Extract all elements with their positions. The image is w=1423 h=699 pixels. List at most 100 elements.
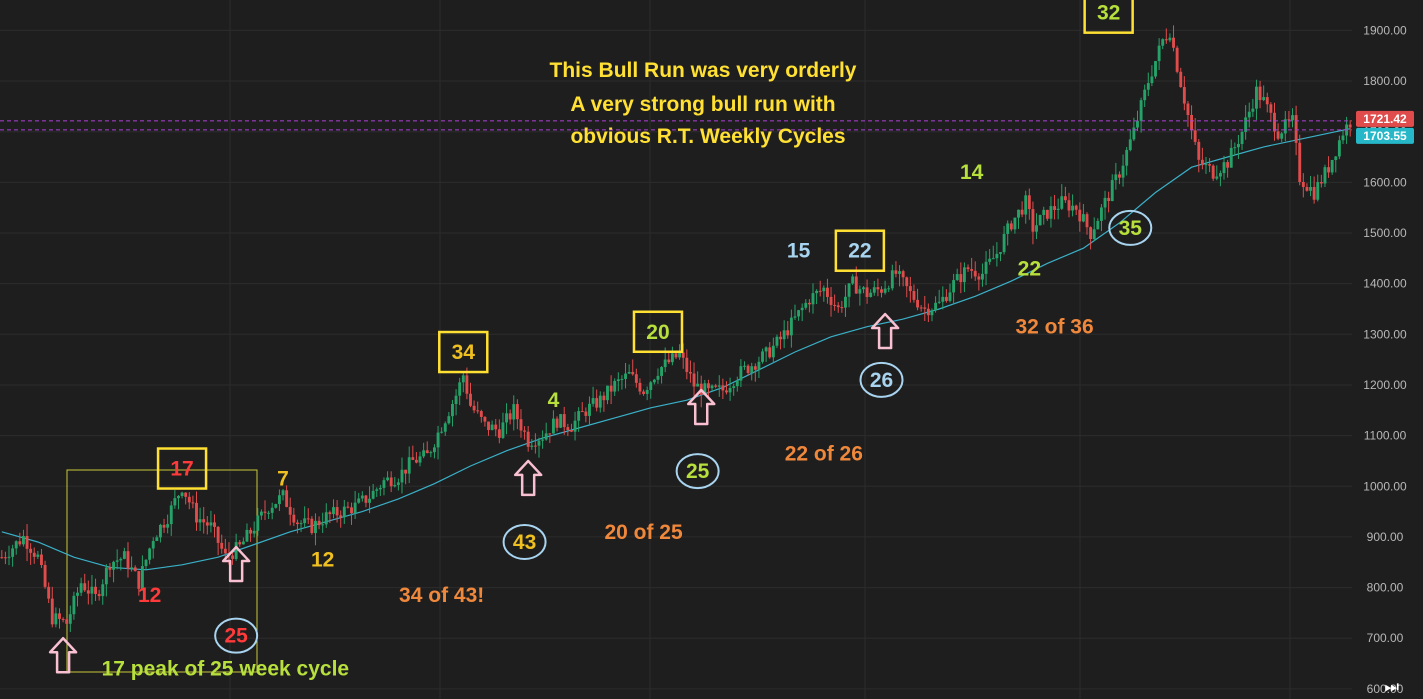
candle-body [310,518,314,534]
candle-body [555,418,559,428]
candle-body [418,456,422,463]
candle-body [523,430,527,432]
arrow-17 [48,636,78,674]
candle-body [1287,119,1291,121]
candle-body [137,571,141,589]
candle-body [97,593,101,597]
candle-body [800,307,804,311]
candle-body [930,310,934,316]
candle-body [1096,220,1100,230]
candle-body [1150,76,1154,84]
candle-body [562,414,566,428]
candle-body [1035,225,1038,232]
candle-body [577,411,581,421]
y-tick-label: 1000.00 [1363,479,1407,493]
candle-body [1244,117,1248,132]
candle-body [205,522,209,526]
candle-body [234,542,238,559]
candle-body [1085,214,1089,228]
y-tick-label: 1800.00 [1363,74,1407,88]
candle-body [789,317,793,336]
y-tick-label: 900.00 [1367,530,1404,544]
candle-body [249,529,253,534]
candle-body [551,418,555,434]
candle-body [1265,97,1269,105]
candle-body [198,519,202,523]
candle-body [1323,167,1327,184]
candle-body [912,291,916,300]
candle-body [948,292,952,301]
candle-body [191,502,195,504]
candle-body [955,274,959,281]
candle-body [1125,149,1129,166]
price-tag-label: 1721.42 [1363,112,1407,126]
cycle-box [66,469,258,673]
annotation-box [834,229,886,272]
candle-body [836,305,840,308]
candle-body [634,374,638,383]
candle-body [487,421,490,431]
candle-body [721,385,725,391]
cycle-arrows [48,312,900,674]
candle-body [854,276,858,294]
candle-body [710,385,714,389]
candle-body [667,359,671,363]
candle-body [757,361,761,370]
candle-body [386,477,390,481]
annotation-label: 7 [277,468,289,491]
candle-body [926,308,930,316]
candle-body [591,398,595,404]
candle-body [1114,174,1118,181]
candle-body [108,567,112,570]
candle-body [497,429,501,438]
candle-body [1233,147,1237,149]
candle-body [725,390,728,393]
candle-body [541,439,545,441]
chart-subtitle-2: obvious R.T. Weekly Cycles [570,125,845,148]
candle-body [1255,86,1258,109]
candle-body [68,614,72,624]
annotation-circle [502,523,547,560]
candle-body [1273,112,1276,132]
candle-body [847,283,851,297]
candle-body [115,560,119,562]
candle-body [548,433,552,435]
candle-body [515,404,519,420]
annotation-label: 20 [646,321,669,344]
annotations: 17 12 25 7 12 34 34 of 43! 43 4 20 of 25 20 25 15 22 2… [102,0,1153,681]
candle-body [1330,159,1334,173]
annotation-label: 34 [452,341,476,364]
candle-body [162,524,166,528]
candle-body [1024,195,1028,215]
candle-body [11,548,15,557]
arrow-25 [221,545,251,583]
candle-body [1146,83,1150,90]
y-tick-label: 1400.00 [1363,277,1407,291]
candle-body [797,310,801,317]
candle-body [461,375,465,383]
y-axis[interactable]: 600.00 700.00 800.00 900.00 1000.00 1100.00 12… [1352,0,1423,699]
candle-body [533,445,537,447]
candle-body [825,287,829,297]
candle-body [314,520,317,534]
cycle-box-rect [66,469,258,673]
candle-body [1305,187,1309,191]
price-tag-bg [1356,127,1414,144]
candle-body [25,535,29,549]
candle-body [72,595,76,615]
candle-body [1053,206,1057,210]
candle-body [1341,135,1345,141]
candle-body [627,371,631,374]
candle-body [988,258,992,262]
candle-body [393,484,397,487]
candle-body [991,258,995,260]
candle-body [609,385,613,392]
fast-forward-icon[interactable]: ⏭ [1384,677,1399,696]
y-tick-label: 1500.00 [1363,226,1407,240]
candle-body [1301,182,1305,188]
candle-body [952,280,956,293]
candle-body [908,286,912,292]
candle-body [288,506,292,515]
candle-body [83,583,87,591]
